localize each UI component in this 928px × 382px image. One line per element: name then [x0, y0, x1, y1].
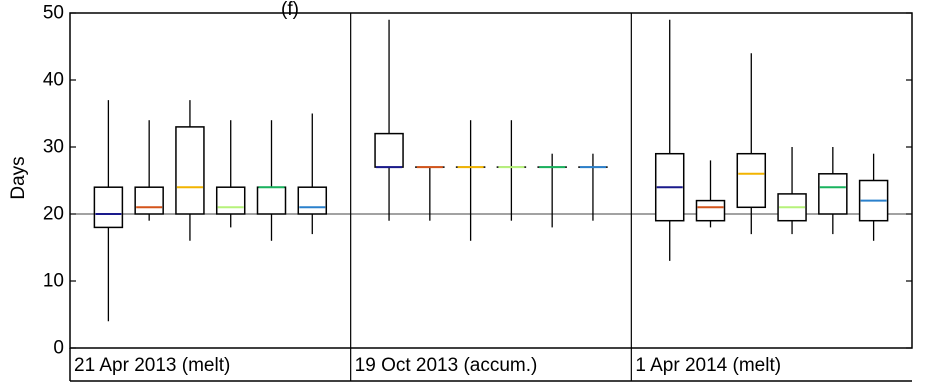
- y-tick-label: 50: [43, 3, 64, 24]
- y-tick-label: 20: [43, 204, 64, 225]
- group-label: 19 Oct 2013 (accum.): [355, 355, 538, 376]
- y-tick-label: 10: [43, 271, 64, 292]
- box: [256, 186, 287, 215]
- box: [374, 132, 404, 168]
- plot-area: 0 10 20 30 40 50 21 Apr 2013 (melt) 19 Oct 2013…: [43, 3, 913, 382]
- group-label: 21 Apr 2013 (melt): [74, 355, 230, 376]
- chart-title: (f): [281, 0, 299, 20]
- box: [134, 186, 164, 215]
- y-axis-label: Days: [8, 156, 29, 199]
- plot-frame: [69, 12, 913, 349]
- box: [695, 199, 726, 222]
- box: [175, 126, 205, 215]
- y-tick-label: 0: [53, 338, 64, 359]
- box: [818, 173, 848, 215]
- box: [297, 186, 328, 215]
- group-label: 1 Apr 2014 (melt): [635, 355, 781, 376]
- y-tick-label: 30: [43, 137, 64, 158]
- box: [736, 152, 767, 209]
- y-tick-label: 40: [43, 70, 64, 91]
- box: [93, 186, 124, 229]
- box: [215, 186, 246, 215]
